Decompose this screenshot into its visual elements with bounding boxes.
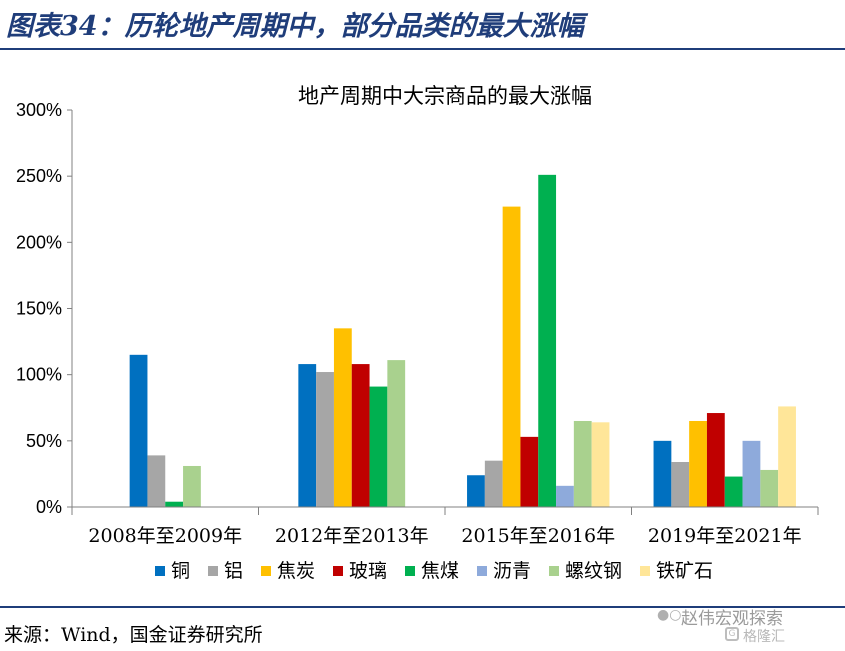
legend-label-4: 焦煤 (421, 560, 459, 582)
legend-swatch-6 (549, 566, 559, 576)
legend-swatch-3 (333, 566, 343, 576)
bar-1-2 (484, 460, 503, 507)
y-tick-label: 100% (16, 365, 62, 385)
x-tick-label: 2012年至2013年 (275, 525, 429, 547)
bar-7-2 (591, 422, 610, 507)
watermark: ●○ 赵伟宏观探索 G 格隆汇 (657, 604, 837, 648)
bar-0-3 (653, 440, 672, 507)
legend-label-3: 玻璃 (349, 560, 387, 582)
x-tick-label: 2008年至2009年 (88, 525, 242, 547)
y-tick-label: 200% (16, 232, 62, 252)
gelonghui-logo-icon: G (725, 627, 739, 641)
bar-0-2 (467, 475, 485, 507)
y-tick-label: 300% (16, 100, 62, 120)
y-tick-label: 150% (16, 299, 62, 319)
bar-3-1 (351, 364, 370, 507)
legend-label-2: 焦炭 (277, 560, 315, 582)
bar-4-2 (538, 174, 557, 507)
watermark-text: 赵伟宏观探索 (681, 609, 783, 629)
bar-6-1 (387, 360, 406, 507)
y-axis: 0% 50% 100% 150% 200% 250% 300% (16, 100, 73, 517)
bar-2-3 (689, 420, 707, 507)
bar-chart: 地产周期中大宗商品的最大涨幅 0% 50% 100% 150% 200% 250% 300%… (16, 84, 819, 582)
bar-1-1 (316, 372, 334, 507)
y-tick-label: 0% (36, 497, 62, 517)
bar-5-3 (742, 440, 761, 507)
bar-1-3 (671, 462, 690, 507)
bar-2-2 (502, 206, 521, 507)
bar-4-1 (369, 386, 388, 507)
legend-swatch-0 (155, 566, 165, 576)
bar-0-0 (129, 354, 148, 507)
legend-swatch-2 (261, 566, 271, 576)
bar-5-2 (556, 485, 574, 507)
legend-label-0: 铜 (171, 560, 190, 582)
bar-3-3 (706, 413, 725, 507)
chart-title: 地产周期中大宗商品的最大涨幅 (298, 84, 592, 108)
source-rule (0, 606, 845, 608)
bar-6-0 (183, 465, 201, 507)
bar-1-0 (147, 455, 166, 507)
x-tick-label: 2015年至2016年 (461, 525, 615, 547)
legend-label-1: 铝 (224, 560, 243, 582)
wechat-icon: ●○ (657, 607, 682, 623)
source-note: 来源：Wind，国金证券研究所 (4, 624, 263, 646)
legend-label-6: 螺纹钢 (565, 560, 622, 582)
bar-4-0 (165, 501, 184, 507)
bar-7-3 (778, 406, 796, 507)
bar-6-3 (760, 469, 779, 507)
bars (129, 174, 796, 507)
y-tick-label: 250% (16, 166, 62, 186)
bar-2-1 (333, 328, 352, 507)
legend-swatch-4 (405, 566, 415, 576)
legend: 铜 铝 焦炭 玻璃 焦煤 沥青 螺纹钢 铁矿石 (155, 560, 713, 582)
title-rule (0, 48, 845, 50)
bar-0-1 (298, 364, 317, 507)
y-tick-label: 50% (26, 431, 62, 451)
legend-label-7: 铁矿石 (656, 560, 713, 582)
figure-title: 图表34：历轮地产周期中，部分品类的最大涨幅 (6, 11, 584, 42)
bar-3-2 (520, 436, 539, 507)
x-tick-label: 2019年至2021年 (648, 525, 802, 547)
legend-swatch-5 (477, 566, 487, 576)
bar-6-2 (573, 420, 592, 507)
bar-4-3 (724, 476, 743, 507)
legend-swatch-7 (640, 566, 650, 576)
watermark-logo-text: 格隆汇 (743, 629, 785, 645)
legend-swatch-1 (208, 566, 218, 576)
x-axis: 2008年至2009年 2012年至2013年 2015年至2016年 2019年至2… (71, 506, 819, 547)
legend-label-5: 沥青 (493, 560, 531, 582)
